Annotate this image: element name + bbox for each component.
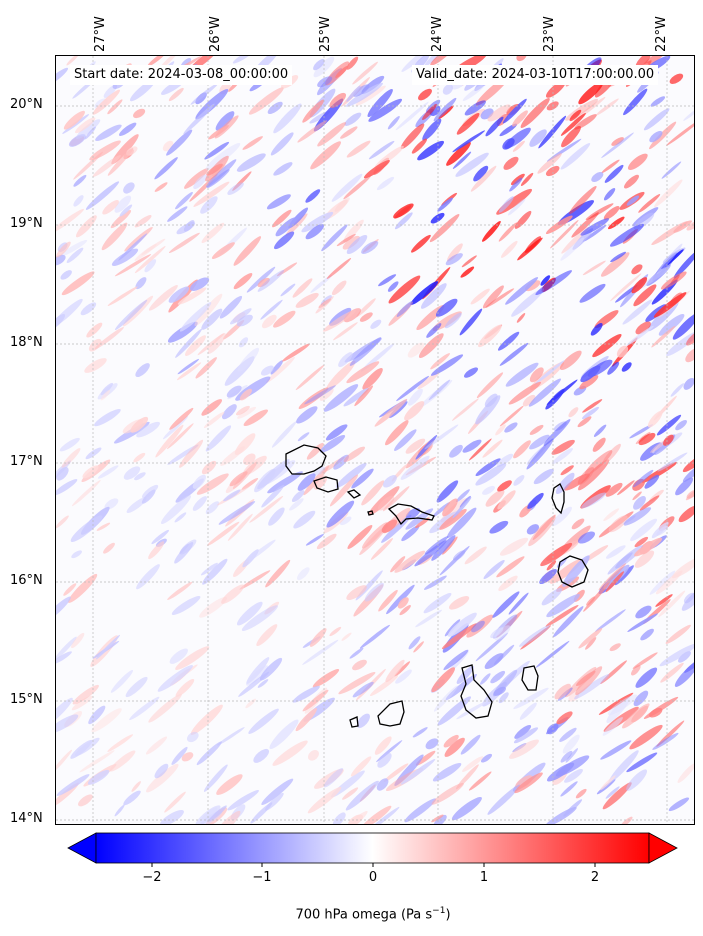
colorbar-label-close: ) — [445, 907, 451, 923]
omega-field — [56, 56, 694, 824]
colorbar-label: 700 hPa omega (Pa s−1) — [295, 906, 450, 922]
colorbar-tick-1: 1 — [479, 870, 489, 885]
lat-label-15n: 15°N — [10, 692, 43, 707]
island-sal — [551, 483, 565, 515]
lat-label-20n: 20°N — [10, 97, 43, 112]
lat-label-18n: 18°N — [10, 335, 43, 350]
island-sao-vicente — [313, 476, 339, 493]
colorbar-tick-0: 0 — [368, 870, 378, 885]
coastlines — [285, 444, 589, 728]
valid-date-label: Valid_date: 2024-03-10T17:00:00.00 — [412, 65, 659, 85]
lat-label-19n: 19°N — [10, 216, 43, 231]
map-panel — [55, 55, 695, 825]
lat-label-17n: 17°N — [10, 454, 43, 469]
graticule — [56, 56, 694, 824]
colorbar-tick-neg1: −1 — [252, 870, 272, 885]
colorbar-tick-2: 2 — [590, 870, 600, 885]
colorbar-max-extend — [648, 832, 678, 864]
island-santo-antao — [285, 444, 327, 475]
island-fogo — [377, 700, 405, 727]
island-sao-nicolau — [387, 503, 435, 526]
island-brava — [349, 716, 359, 728]
island-maio — [521, 665, 539, 691]
colorbar-min-extend — [67, 832, 97, 864]
island-boa-vista — [557, 555, 589, 588]
lat-label-14n: 14°N — [10, 811, 43, 826]
colorbar-ticks — [151, 863, 596, 867]
colorbar-label-main: 700 hPa omega (Pa s — [295, 907, 433, 923]
island-santa-luzia — [346, 489, 362, 499]
omega-streaks — [56, 56, 694, 824]
graticule-and-coastlines — [56, 56, 694, 824]
colorbar-tick-neg2: −2 — [142, 870, 162, 885]
lat-label-16n: 16°N — [10, 573, 43, 588]
colorbar-label-exp: −1 — [432, 906, 446, 916]
start-date-label: Start date: 2024-03-08_00:00:00 — [70, 65, 293, 85]
island-santiago — [460, 664, 493, 719]
island-raso — [367, 510, 374, 516]
colorbar-body — [95, 832, 650, 864]
